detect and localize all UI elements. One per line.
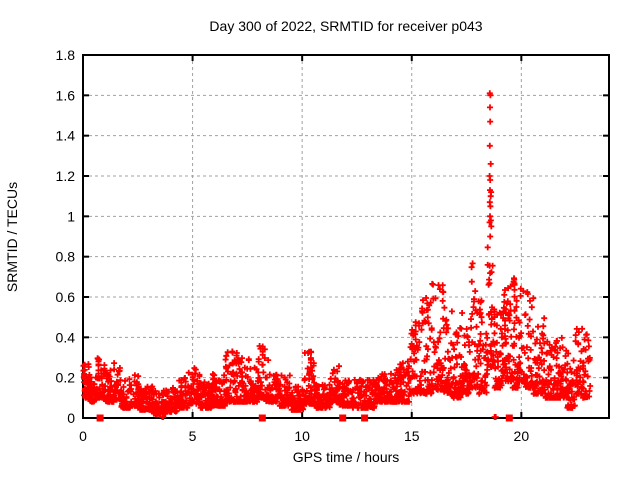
x-tick-label: 20 [514, 428, 530, 444]
y-tick-label: 0.6 [56, 289, 76, 305]
y-tick-label: 1.2 [56, 168, 76, 184]
y-tick-label: 0.2 [56, 370, 76, 386]
x-axis-label: GPS time / hours [293, 449, 400, 465]
zero-square-marker [96, 414, 104, 422]
x-tick-label: 0 [79, 428, 87, 444]
y-tick-label: 0.4 [56, 329, 76, 345]
zero-square-marker [258, 414, 266, 422]
chart-title: Day 300 of 2022, SRMTID for receiver p04… [209, 18, 482, 34]
zero-square-marker [339, 414, 347, 422]
data-points [80, 90, 594, 422]
scatter-plus-markers [80, 90, 594, 420]
y-tick-label: 1.4 [56, 128, 76, 144]
y-tick-label: 1.8 [56, 47, 76, 63]
x-tick-label: 15 [404, 428, 420, 444]
y-tick-label: 0 [67, 410, 75, 426]
zero-square-marker [361, 414, 369, 422]
tick-labels: 0 5 10 15 20 0 0.2 0.4 0.6 0.8 1 1.2 1.4 1.6 1.8 [56, 47, 530, 444]
x-tick-label: 10 [294, 428, 310, 444]
zero-square-marker [505, 414, 513, 422]
y-tick-label: 0.8 [56, 249, 76, 265]
y-tick-label: 1 [67, 208, 75, 224]
x-tick-label: 5 [189, 428, 197, 444]
y-tick-label: 1.6 [56, 87, 76, 103]
y-axis-label: SRMTID / TECUs [4, 182, 20, 292]
